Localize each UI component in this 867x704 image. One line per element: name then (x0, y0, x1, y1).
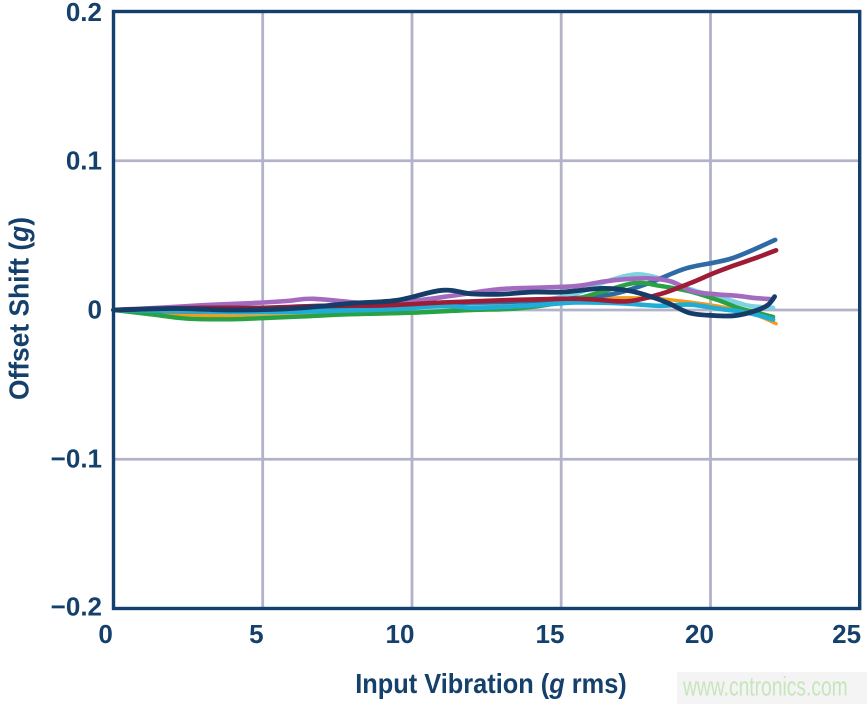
svg-text:Input Vibration (g rms): Input Vibration (g rms) (355, 668, 627, 699)
svg-text:www.cntronics.com: www.cntronics.com (682, 672, 847, 702)
svg-text:25: 25 (832, 619, 861, 649)
svg-text:0: 0 (88, 295, 102, 325)
svg-text:0: 0 (98, 619, 112, 649)
svg-text:Offset Shift (g): Offset Shift (g) (4, 217, 35, 400)
svg-text:0.1: 0.1 (66, 146, 102, 176)
svg-text:−0.2: −0.2 (51, 591, 102, 621)
svg-text:0.2: 0.2 (66, 0, 102, 27)
svg-text:20: 20 (685, 619, 714, 649)
svg-text:5: 5 (249, 619, 263, 649)
svg-text:10: 10 (386, 619, 415, 649)
svg-text:15: 15 (536, 619, 565, 649)
svg-text:−0.1: −0.1 (51, 443, 102, 473)
